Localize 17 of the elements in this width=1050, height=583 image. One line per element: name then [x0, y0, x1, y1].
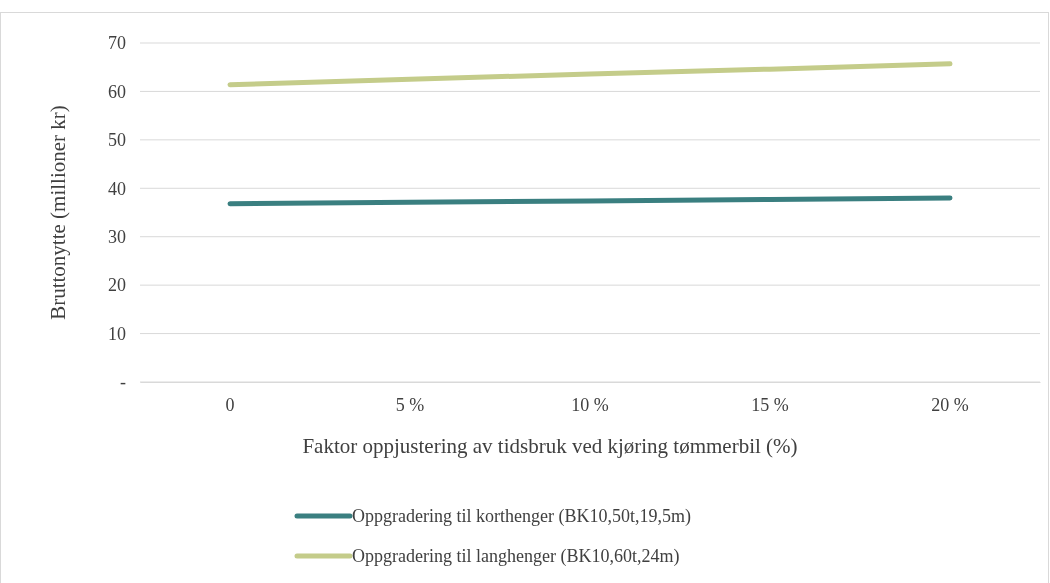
legend-label: Oppgradering til korthenger (BK10,50t,19,5m): [352, 506, 691, 527]
y-tick-label: 50: [108, 130, 126, 151]
y-tick-label: 40: [108, 178, 126, 199]
x-axis-title: Faktor oppjustering av tidsbruk ved kjøring tømmerbil (%): [302, 434, 798, 458]
y-tick-label: 70: [108, 33, 126, 54]
x-tick-label: 5 %: [395, 394, 425, 415]
y-tick-label: 30: [108, 226, 126, 247]
y-tick-label: 10: [108, 323, 126, 344]
x-tick-label: 20 %: [931, 394, 969, 415]
x-tick-label: 15 %: [751, 394, 789, 415]
y-tick-label: 60: [108, 81, 126, 102]
x-tick-label: 10 %: [571, 394, 609, 415]
x-tick-label: 0: [225, 394, 235, 415]
y-axis-title: Bruttonytte (millioner kr): [46, 105, 70, 320]
y-tick-label: 20: [108, 275, 126, 296]
legend-label: Oppgradering til langhenger (BK10,60t,24m): [352, 546, 680, 567]
y-tick-label: -: [120, 372, 126, 393]
